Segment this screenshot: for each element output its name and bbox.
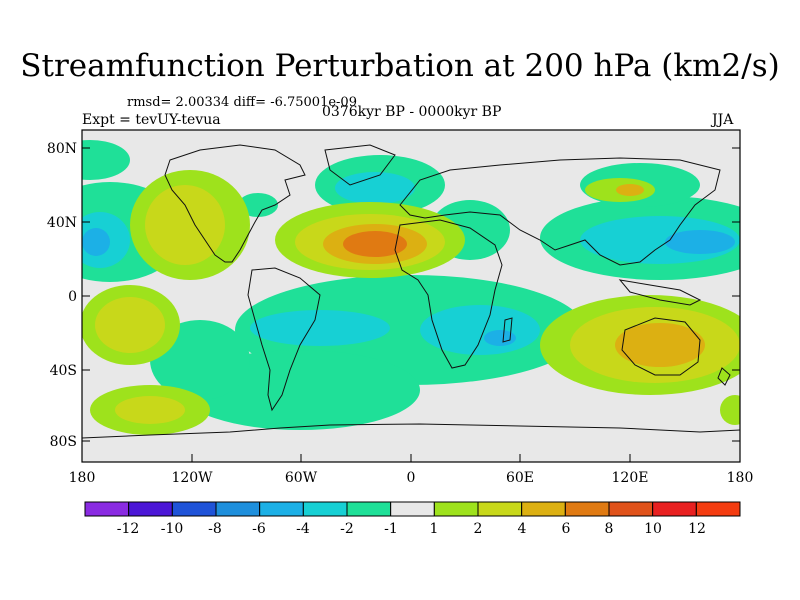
contour-band-negative-3 bbox=[82, 228, 735, 346]
colorbar-label: 6 bbox=[562, 521, 571, 537]
lon-label: 60E bbox=[506, 470, 534, 486]
colorbar-label: 4 bbox=[518, 521, 527, 537]
colorbar bbox=[84, 501, 741, 517]
colorbar-label: 2 bbox=[474, 521, 483, 537]
stats-label: rmsd= 2.00334 diff= -6.75001e-09 bbox=[127, 95, 357, 110]
lat-label: 40N bbox=[47, 215, 77, 231]
experiment-label: Expt = tevUY-tevua bbox=[82, 112, 221, 128]
colorbar-label: -10 bbox=[161, 521, 184, 537]
lon-label: 180 bbox=[69, 470, 96, 486]
colorbar-swatch bbox=[608, 501, 654, 517]
colorbar-swatch bbox=[128, 501, 173, 517]
contour-field bbox=[82, 140, 740, 435]
colorbar-label: -12 bbox=[117, 521, 140, 537]
colorbar-label: 10 bbox=[644, 521, 662, 537]
colorbar-labels: -12 -10 -8 -6 -4 -2 -1 1 2 4 6 8 10 12 bbox=[117, 521, 706, 537]
colorbar-label: -1 bbox=[384, 521, 398, 537]
colorbar-swatch bbox=[259, 501, 304, 517]
period-label: 0376kyr BP - 0000kyr BP bbox=[322, 104, 502, 120]
colorbar-swatch bbox=[84, 501, 130, 517]
lat-label: 80S bbox=[50, 434, 77, 450]
coastlines bbox=[82, 144, 740, 439]
chart-title: Streamfunction Perturbation at 200 hPa (… bbox=[20, 48, 780, 84]
colorbar-label: -2 bbox=[340, 521, 354, 537]
lat-labels: 80N 40N 0 40S 80S bbox=[47, 141, 77, 450]
colorbar-swatch bbox=[215, 501, 261, 517]
season-label: JJA bbox=[712, 112, 734, 128]
lon-label: 60W bbox=[285, 470, 318, 486]
colorbar-swatch bbox=[390, 501, 435, 517]
lat-label: 0 bbox=[68, 289, 77, 305]
colorbar-swatch bbox=[477, 501, 523, 517]
colorbar-swatch bbox=[171, 501, 217, 517]
colorbar-label: -4 bbox=[296, 521, 310, 537]
lon-label: 0 bbox=[407, 470, 416, 486]
colorbar-swatch bbox=[302, 501, 348, 517]
lat-label: 80N bbox=[47, 141, 77, 157]
axis-ticks bbox=[81, 147, 741, 462]
colorbar-label: 12 bbox=[688, 521, 706, 537]
colorbar-label: 8 bbox=[605, 521, 614, 537]
colorbar-swatch bbox=[433, 501, 479, 517]
lon-label: 120W bbox=[171, 470, 213, 486]
lon-label: 120E bbox=[612, 470, 649, 486]
colorbar-swatch bbox=[346, 501, 392, 517]
colorbar-label: 1 bbox=[430, 521, 439, 537]
lon-label: 180 bbox=[727, 470, 754, 486]
colorbar-swatch bbox=[521, 501, 566, 517]
lat-label: 40S bbox=[50, 363, 77, 379]
colorbar-swatch bbox=[564, 501, 610, 517]
colorbar-swatch bbox=[652, 501, 697, 517]
colorbar-label: -6 bbox=[252, 521, 266, 537]
contour-band-positive-4 bbox=[343, 231, 407, 257]
colorbar-swatch bbox=[695, 501, 741, 517]
lon-labels: 180 120W 60W 0 60E 120E 180 bbox=[69, 470, 754, 486]
colorbar-label: -8 bbox=[208, 521, 222, 537]
